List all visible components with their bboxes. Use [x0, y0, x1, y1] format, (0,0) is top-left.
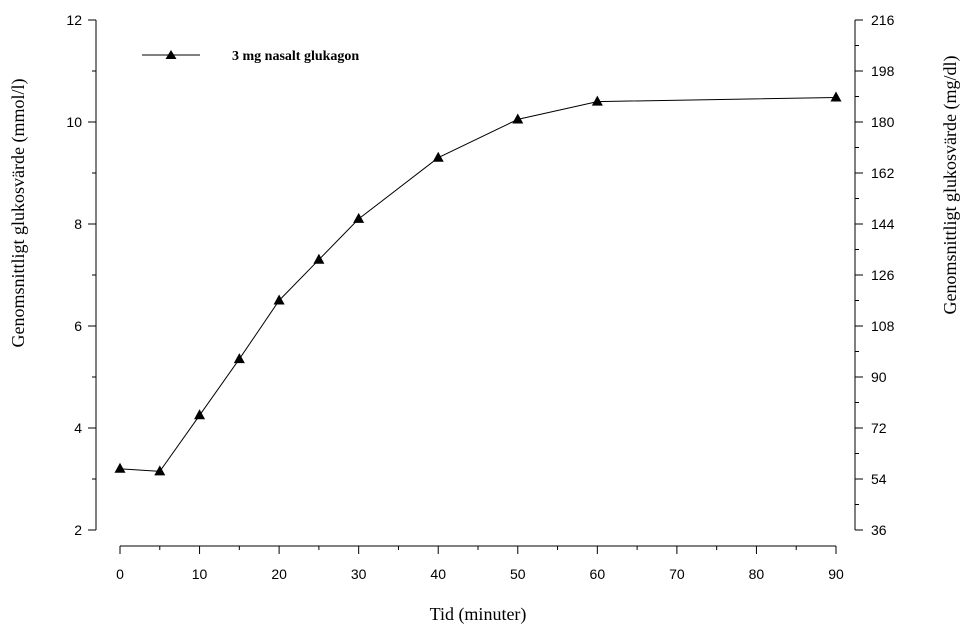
data-point-triangle: [273, 294, 285, 305]
y-tick-label-right: 216: [871, 12, 895, 28]
data-point-triangle: [353, 212, 365, 223]
y-tick-label-right: 126: [871, 267, 895, 283]
x-axis-title: Tid (minuter): [430, 604, 527, 625]
y-tick-label-right: 90: [871, 369, 887, 385]
y-tick-label-left: 6: [74, 318, 82, 334]
y-tick-label-right: 108: [871, 318, 895, 334]
y-tick-label-left: 2: [74, 522, 82, 538]
legend-triangle-marker: [165, 50, 177, 59]
x-tick-label: 90: [828, 566, 844, 582]
x-tick-label: 0: [116, 566, 124, 582]
series-layer: [114, 91, 842, 476]
data-point-triangle: [512, 113, 524, 124]
data-point-triangle: [233, 353, 245, 364]
data-point-triangle: [432, 151, 444, 162]
x-tick-label: 40: [430, 566, 446, 582]
ticks: 2 4 6 8 10 12 36 54 72 90 108 126 144 162 180 198 216 0 10…: [66, 12, 894, 582]
x-tick-label: 50: [510, 566, 526, 582]
legend-label: 3 mg nasalt glukagon: [232, 49, 359, 64]
y-tick-label-right: 162: [871, 165, 895, 181]
data-point-triangle: [194, 409, 206, 420]
x-tick-label: 80: [749, 566, 765, 582]
x-tick-label: 30: [351, 566, 367, 582]
y-tick-label-right: 72: [871, 420, 887, 436]
y-tick-label-right: 144: [871, 216, 895, 232]
y-tick-label-right: 198: [871, 63, 895, 79]
y-tick-label-right: 54: [871, 471, 887, 487]
y-tick-label-left: 10: [66, 114, 82, 130]
x-tick-label: 60: [590, 566, 606, 582]
y-tick-label-right: 36: [871, 522, 887, 538]
y-tick-label-left: 4: [74, 420, 82, 436]
y-tick-label-left: 12: [66, 12, 82, 28]
data-point-triangle: [591, 95, 603, 106]
x-tick-label: 70: [669, 566, 685, 582]
x-tick-label: 10: [192, 566, 208, 582]
legend: 3 mg nasalt glukagon: [142, 49, 359, 64]
data-point-triangle: [830, 91, 842, 102]
y-tick-label-left: 8: [74, 216, 82, 232]
data-point-triangle: [313, 253, 325, 264]
series-line: [119, 97, 837, 472]
x-tick-label: 20: [271, 566, 287, 582]
y-tick-label-right: 180: [871, 114, 895, 130]
y-axis-title-left: Genomsnittligt glukosvärde (mmol/l): [8, 79, 29, 348]
data-point-triangle: [114, 462, 126, 473]
y-axis-title-right: Genomsnittligt glukosvärde (mg/dl): [940, 56, 961, 315]
data-point-triangle: [154, 465, 166, 476]
